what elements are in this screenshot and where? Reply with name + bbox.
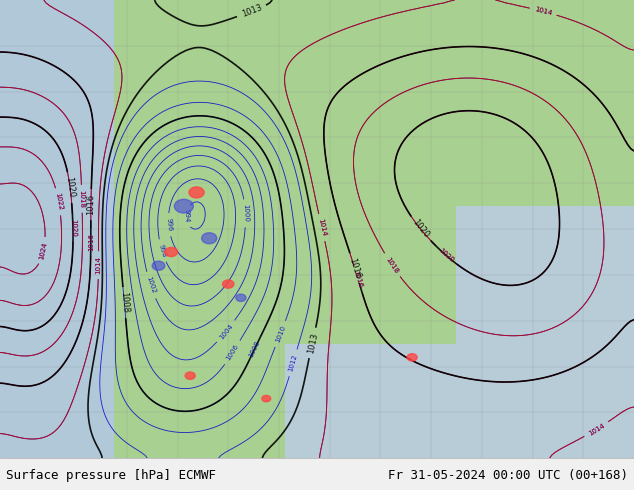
Text: 1020: 1020 xyxy=(410,218,430,240)
Circle shape xyxy=(189,187,204,198)
Text: 994: 994 xyxy=(184,209,190,223)
Text: 1016: 1016 xyxy=(353,270,364,289)
Text: 1008: 1008 xyxy=(119,292,130,314)
FancyBboxPatch shape xyxy=(0,0,114,458)
Text: Fr 31-05-2024 00:00 UTC (00+168): Fr 31-05-2024 00:00 UTC (00+168) xyxy=(387,469,628,482)
Text: 1020: 1020 xyxy=(437,247,455,264)
Circle shape xyxy=(262,395,271,402)
Circle shape xyxy=(165,247,178,257)
Text: 1020: 1020 xyxy=(64,176,76,198)
Text: 998: 998 xyxy=(157,244,167,258)
Text: 1020: 1020 xyxy=(70,219,76,237)
Text: 1016: 1016 xyxy=(347,257,362,279)
Text: 1000: 1000 xyxy=(242,204,249,222)
Text: 1006: 1006 xyxy=(225,343,240,362)
Circle shape xyxy=(223,280,234,288)
FancyBboxPatch shape xyxy=(0,0,634,458)
FancyBboxPatch shape xyxy=(285,343,488,458)
Text: 1016: 1016 xyxy=(87,233,94,251)
Text: 1014: 1014 xyxy=(534,6,553,17)
Text: 1022: 1022 xyxy=(54,193,63,211)
Text: 1018: 1018 xyxy=(79,190,85,208)
Circle shape xyxy=(185,372,195,379)
Text: 1014: 1014 xyxy=(587,422,605,437)
Text: 1013: 1013 xyxy=(306,332,319,354)
Text: 1014: 1014 xyxy=(587,422,605,437)
Text: 1024: 1024 xyxy=(39,242,48,260)
Text: 1014: 1014 xyxy=(317,218,327,237)
Circle shape xyxy=(174,199,193,213)
Text: 1002: 1002 xyxy=(145,276,157,294)
Text: 1012: 1012 xyxy=(288,353,299,372)
Circle shape xyxy=(407,354,417,361)
Text: 1020: 1020 xyxy=(437,247,455,264)
Text: 1013: 1013 xyxy=(240,3,263,19)
Text: 1024: 1024 xyxy=(39,242,48,260)
FancyBboxPatch shape xyxy=(456,206,634,458)
Text: 1004: 1004 xyxy=(218,322,234,340)
Text: 1014: 1014 xyxy=(96,256,101,274)
Text: 1022: 1022 xyxy=(54,193,63,211)
Text: 1008: 1008 xyxy=(248,339,261,358)
Text: 1020: 1020 xyxy=(70,219,76,237)
Circle shape xyxy=(202,233,217,244)
Circle shape xyxy=(152,261,165,270)
Text: 1016: 1016 xyxy=(87,233,94,251)
Text: 1016: 1016 xyxy=(353,270,364,289)
Text: 1014: 1014 xyxy=(534,6,553,17)
Text: 1014: 1014 xyxy=(96,256,101,274)
Text: Surface pressure [hPa] ECMWF: Surface pressure [hPa] ECMWF xyxy=(6,469,216,482)
Circle shape xyxy=(236,294,246,301)
Text: 1014: 1014 xyxy=(317,218,327,237)
Text: 996: 996 xyxy=(165,218,172,232)
Text: 1018: 1018 xyxy=(79,190,85,208)
Text: 1018: 1018 xyxy=(385,256,399,274)
Text: 1018: 1018 xyxy=(385,256,399,274)
Text: 1010: 1010 xyxy=(275,324,287,343)
Text: 1016: 1016 xyxy=(86,194,96,215)
